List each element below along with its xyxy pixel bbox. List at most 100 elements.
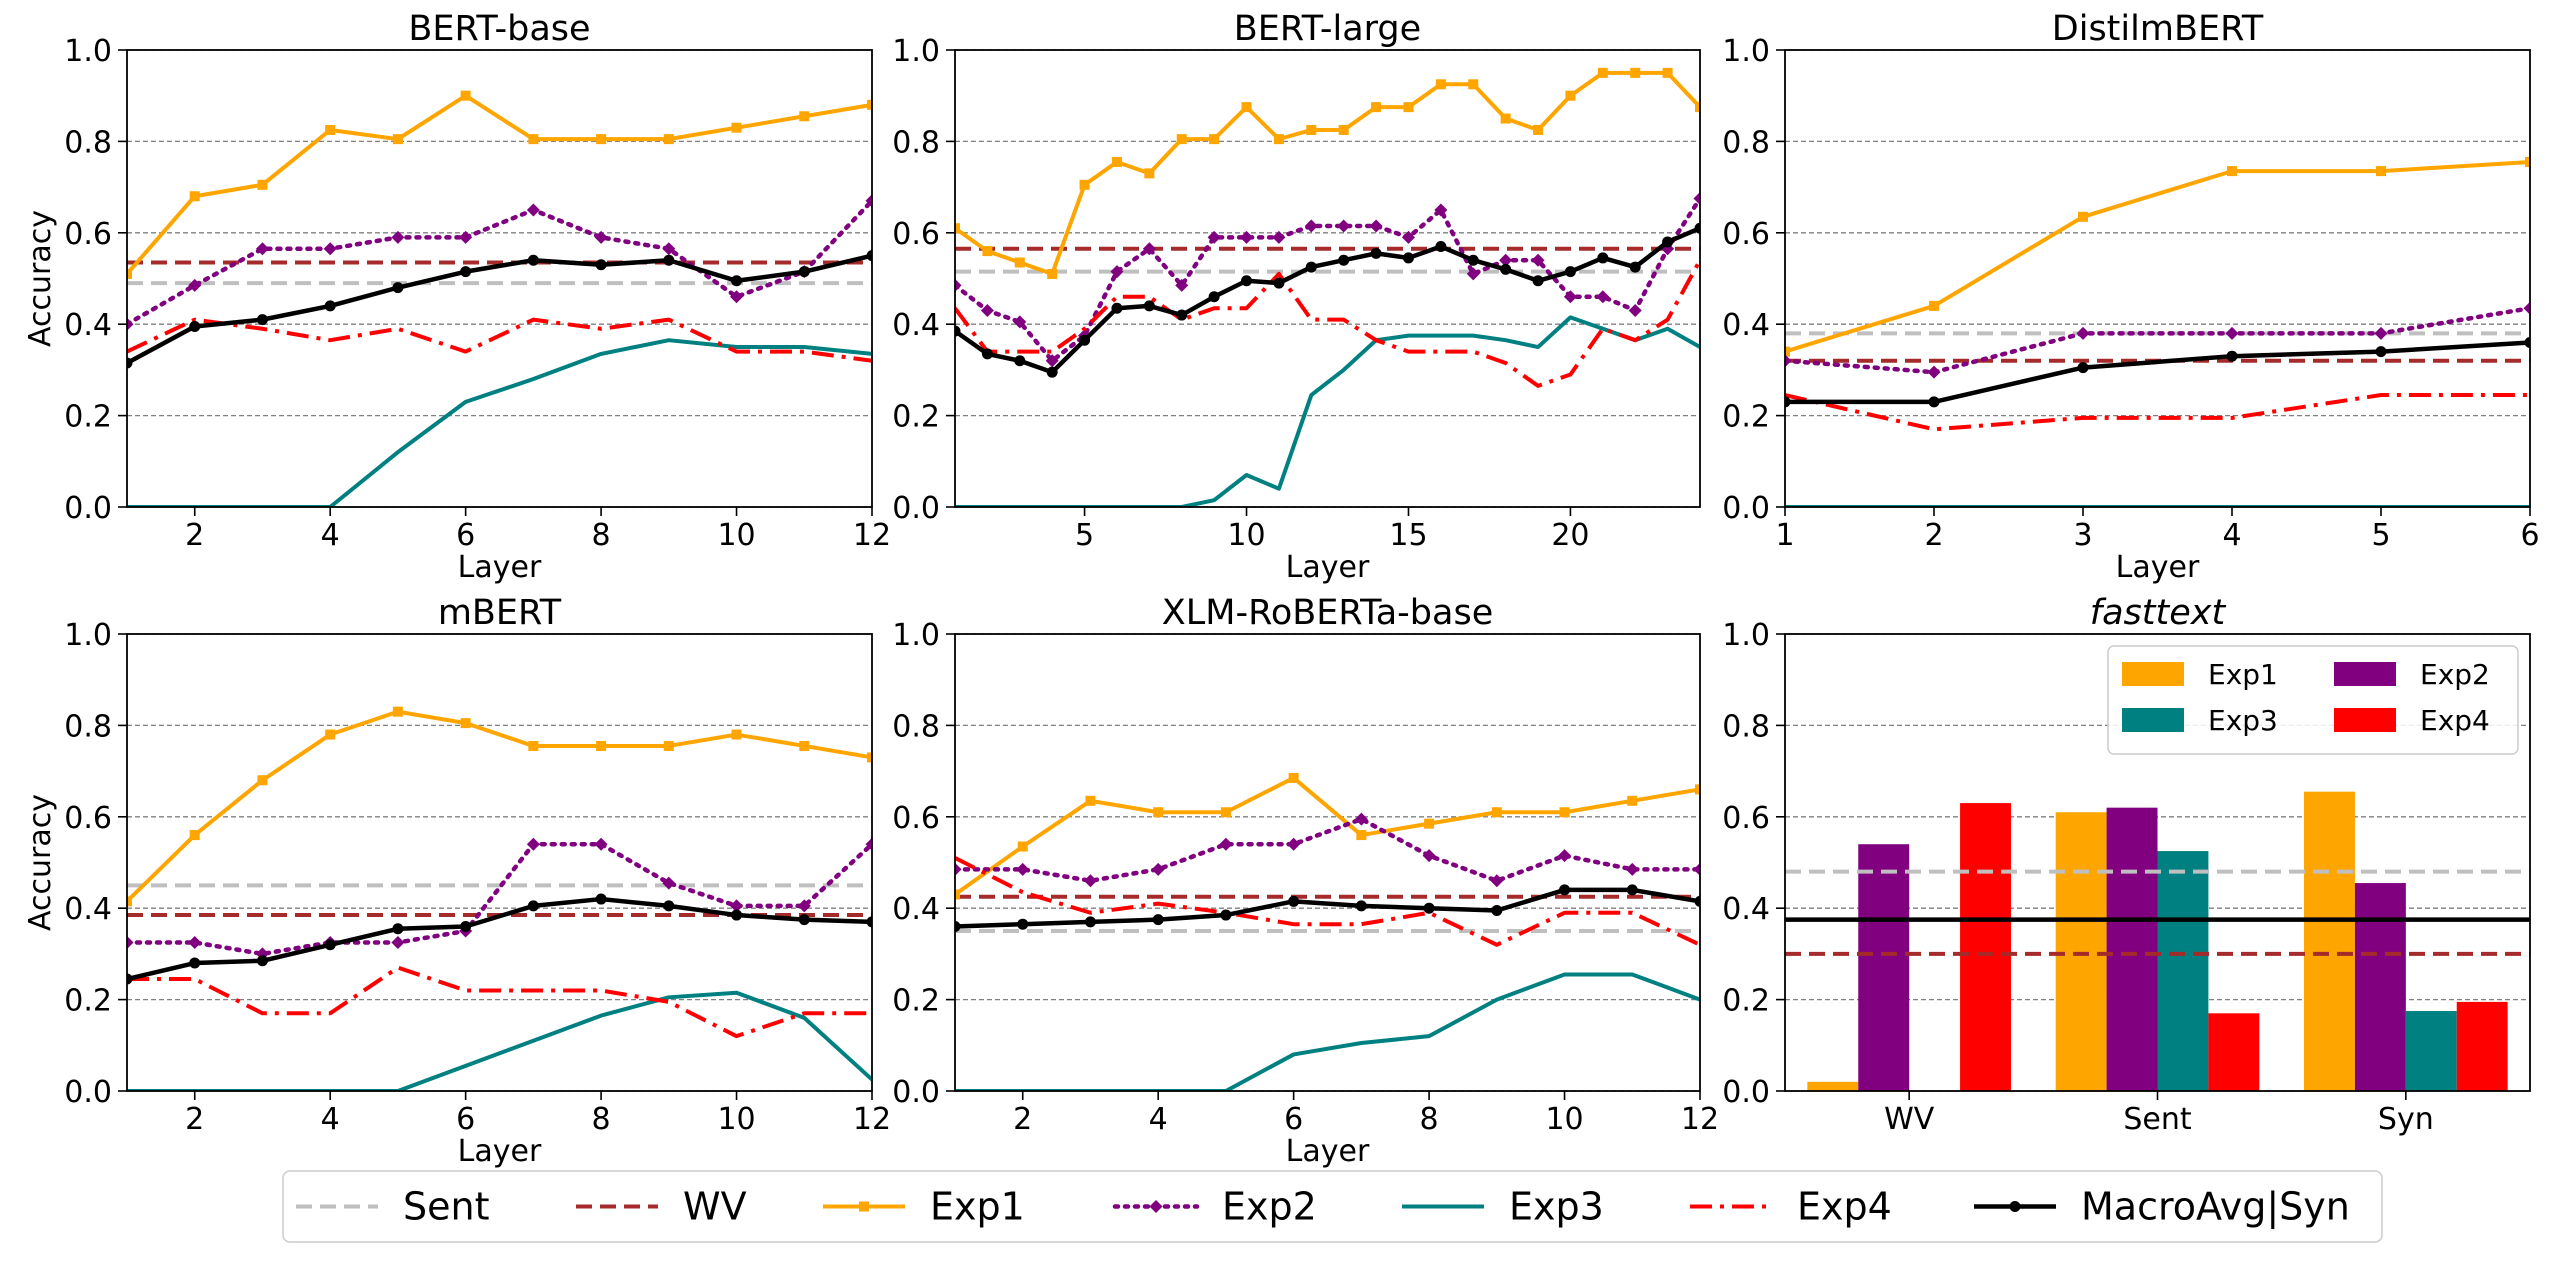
- panel-distilmbert-xlabel: Layer: [2116, 550, 2200, 585]
- panel-distilmbert-title: DistilmBERT: [2052, 9, 2264, 49]
- panel-distilmbert-point-exp1-2: [2078, 211, 2088, 222]
- figure-legend-label-wv: WV: [683, 1185, 747, 1229]
- panel-bert-large: 0.0 0.2 0.4 0.6 0.8 1.0 5 10 15 20 BERT-large Layer: [892, 9, 1701, 585]
- panel-xlm-roberta-base-point-exp1-0: [955, 889, 960, 900]
- panel-xlm-roberta-base-series-exp4: [955, 856, 1700, 947]
- panel-distilmbert-ytick-label-0: 0.0: [1722, 491, 1770, 526]
- panel-mbert-point-exp2-7: [594, 837, 608, 851]
- panel-bert-large-ytick-label-2: 0.4: [892, 308, 940, 343]
- figure-legend-label-exp1: Exp1: [930, 1185, 1025, 1229]
- panel-bert-large-plot-area: [955, 67, 1700, 507]
- panel-bert-base-line-macroavg-syn: [127, 253, 872, 366]
- panel-fasttext-legend-label-exp2: Exp2: [2420, 658, 2490, 691]
- panel-bert-large-point-macroavg-syn-2: [1014, 355, 1026, 367]
- panel-bert-large-line-exp2: [955, 196, 1700, 364]
- panel-mbert-point-macroavg-syn-6: [527, 900, 539, 912]
- panel-bert-large-ytick-label-4: 0.8: [892, 125, 940, 160]
- panel-bert-base-xtick-label-0: 2: [185, 518, 204, 553]
- panel-distilmbert-xtick-label-3: 4: [2222, 518, 2241, 553]
- panel-bert-large-point-exp1-20: [1597, 67, 1608, 78]
- panel-xlm-roberta-base-point-exp1-7: [1424, 818, 1435, 829]
- panel-mbert-point-exp1-4: [392, 706, 403, 717]
- panel-distilmbert-point-macroavg-syn-2: [2077, 362, 2089, 374]
- panel-bert-base-point-exp2-11: [865, 194, 872, 208]
- panel-mbert-point-macroavg-syn-1: [189, 957, 201, 969]
- panel-xlm-roberta-base-ytick-label-3: 0.6: [892, 801, 940, 836]
- figure-legend-entry-macroavg-syn: MacroAvg|Syn: [1974, 1185, 2350, 1230]
- panel-bert-large-point-exp2-6: [1142, 242, 1156, 256]
- panel-xlm-roberta-base-ytick-label-5: 1.0: [892, 618, 940, 653]
- panel-mbert-series-exp3: [127, 990, 872, 1091]
- panel-bert-large-point-exp1-18: [1533, 124, 1544, 135]
- figure-legend-entry-exp4: Exp4: [1690, 1185, 1892, 1229]
- panel-distilmbert-point-macroavg-syn-5: [2524, 336, 2530, 348]
- panel-bert-large-series-exp4: [955, 259, 1700, 388]
- panel-bert-base-plot-area: [127, 90, 872, 507]
- panel-bert-large-point-macroavg-syn-11: [1305, 261, 1317, 273]
- panel-bert-large-line-exp1: [955, 70, 1700, 276]
- panel-mbert-ytick-label-3: 0.6: [64, 801, 112, 836]
- panel-bert-base-point-macroavg-syn-10: [798, 266, 810, 278]
- panel-fasttext-bar-exp3-syn: [2405, 1011, 2457, 1091]
- panel-bert-large-point-exp2-7: [1175, 278, 1189, 292]
- panel-bert-large-point-exp2-18: [1531, 253, 1545, 267]
- panel-bert-large-point-exp1-7: [1176, 134, 1187, 145]
- panel-xlm-roberta-base-line-exp3: [955, 972, 1700, 1091]
- panel-bert-large-point-exp1-23: [1695, 102, 1700, 113]
- panel-bert-large-point-exp1-5: [1111, 156, 1122, 167]
- panel-distilmbert-point-exp2-5: [2523, 301, 2530, 315]
- panel-bert-large-point-exp2-10: [1272, 230, 1286, 244]
- panel-mbert-ytick-label-4: 0.8: [64, 709, 112, 744]
- panel-distilmbert-point-exp2-0: [1785, 354, 1792, 368]
- panel-bert-base-point-macroavg-syn-11: [866, 250, 872, 262]
- panel-mbert-point-macroavg-syn-2: [256, 955, 268, 967]
- panel-bert-base-point-macroavg-syn-6: [527, 254, 539, 266]
- panel-fasttext-legend-swatch-exp2: [2334, 662, 2396, 686]
- panel-bert-large-point-exp2-2: [1013, 315, 1027, 329]
- figure-legend-label-exp3: Exp3: [1509, 1185, 1604, 1229]
- panel-bert-base-ytick-label-2: 0.4: [64, 308, 112, 343]
- panel-xlm-roberta-base-point-macroavg-syn-1: [1017, 918, 1029, 930]
- panel-xlm-roberta-base-point-exp1-1: [1017, 841, 1028, 852]
- panel-distilmbert-line-macroavg-syn: [1785, 340, 2530, 405]
- panel-bert-large-point-exp2-1: [980, 303, 994, 317]
- panel-mbert-point-macroavg-syn-0: [127, 973, 133, 985]
- panel-mbert-xtick-label-1: 4: [321, 1102, 340, 1137]
- panel-xlm-roberta-base-point-macroavg-syn-3: [1152, 914, 1164, 926]
- panel-bert-large-point-macroavg-syn-0: [955, 325, 961, 337]
- panel-distilmbert-xtick-label-2: 3: [2073, 518, 2092, 553]
- panel-fasttext-bar-exp1-wv: [1807, 1081, 1859, 1091]
- panel-xlm-roberta-base-line-exp2: [955, 816, 1700, 884]
- panel-mbert-point-exp2-4: [391, 935, 405, 949]
- panel-bert-base-ytick-label-1: 0.2: [64, 400, 112, 435]
- panel-bert-large-point-exp1-22: [1662, 67, 1673, 78]
- panel-bert-large-point-exp2-15: [1434, 203, 1448, 217]
- panel-distilmbert-series-macroavg-syn: [1785, 336, 2530, 408]
- panel-distilmbert-axes-frame: [1784, 49, 2531, 508]
- panel-bert-base-point-exp1-0: [127, 268, 132, 279]
- panel-bert-base-point-exp1-4: [392, 134, 403, 145]
- panel-mbert-point-exp2-11: [865, 837, 872, 851]
- panel-xlm-roberta-base-point-macroavg-syn-11: [1694, 895, 1700, 907]
- panel-bert-large-xtick-label-2: 15: [1389, 518, 1427, 553]
- panel-mbert-ytick-label-0: 0.0: [64, 1075, 112, 1110]
- panel-xlm-roberta-base-point-exp1-9: [1559, 807, 1570, 818]
- panel-bert-base-xlabel: Layer: [458, 550, 542, 585]
- panel-bert-large-series-exp1: [955, 67, 1700, 279]
- panel-fasttext-bar-exp1-syn: [2304, 791, 2355, 1091]
- panel-bert-base-point-exp1-9: [731, 122, 742, 133]
- panel-mbert-point-macroavg-syn-9: [731, 909, 743, 921]
- panel-xlm-roberta-base-ytick-label-0: 0.0: [892, 1075, 940, 1110]
- panel-xlm-roberta-base-point-exp2-10: [1625, 862, 1639, 876]
- panel-distilmbert-point-macroavg-syn-4: [2375, 346, 2387, 358]
- panel-bert-base-point-macroavg-syn-5: [460, 266, 472, 278]
- panel-bert-base-point-exp1-7: [596, 134, 607, 145]
- panel-mbert-point-exp2-10: [797, 899, 811, 913]
- panel-distilmbert-point-macroavg-syn-3: [2226, 350, 2238, 362]
- panel-distilmbert-point-exp1-3: [2227, 166, 2237, 177]
- panel-xlm-roberta-base-point-exp2-3: [1151, 862, 1165, 876]
- panel-fasttext-xtick-label-wv: WV: [1884, 1102, 1935, 1137]
- panel-distilmbert-point-macroavg-syn-1: [1928, 396, 1940, 408]
- panel-mbert-point-exp2-1: [188, 935, 202, 949]
- panel-mbert-xtick-label-4: 10: [717, 1102, 755, 1137]
